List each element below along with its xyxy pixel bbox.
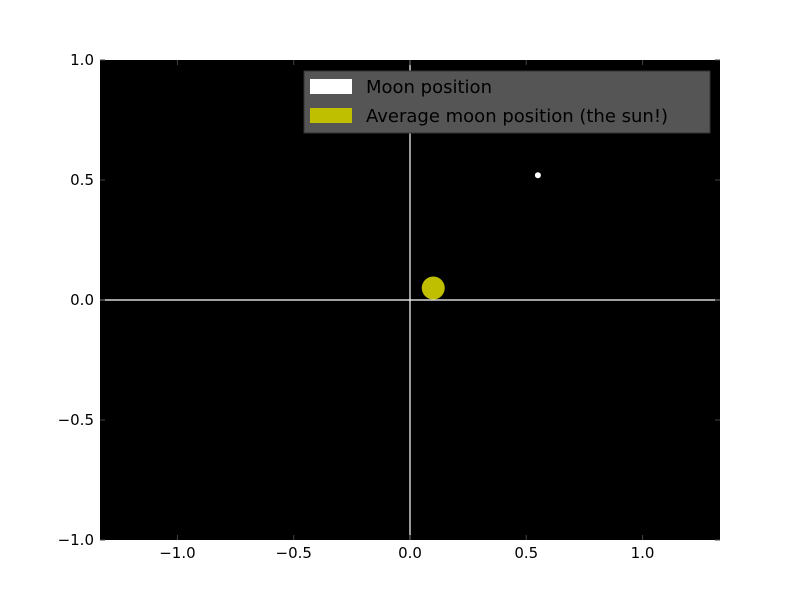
y-tick-label: 1.0: [70, 51, 94, 69]
legend-swatch: [310, 108, 352, 123]
x-tick-label: 0.5: [514, 544, 538, 562]
x-tick-label: 1.0: [631, 544, 655, 562]
y-tick-label: −0.5: [58, 411, 94, 429]
moon-point: [534, 172, 541, 179]
average-moon-point: [421, 276, 445, 300]
x-tick-label: −0.5: [276, 544, 312, 562]
legend-label: Average moon position (the sun!): [366, 106, 668, 127]
y-tick-label: 0.0: [70, 291, 94, 309]
x-tick-label: −1.0: [159, 544, 195, 562]
legend-box: [303, 70, 711, 134]
x-tick-label: 0.0: [398, 544, 422, 562]
y-tick-label: 0.5: [70, 171, 94, 189]
legend-label: Moon position: [366, 77, 492, 98]
y-tick-label: −1.0: [58, 531, 94, 549]
legend-swatch: [310, 79, 352, 94]
